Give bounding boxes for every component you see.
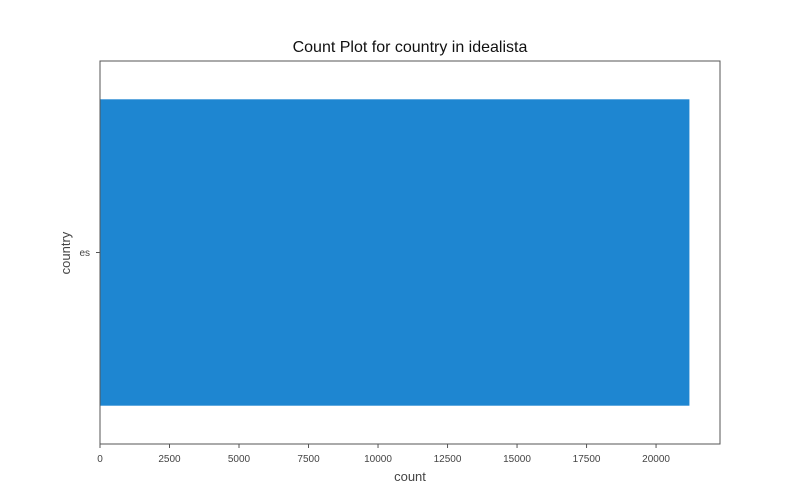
x-axis-label: count <box>394 469 426 484</box>
x-tick-label-20000: 20000 <box>642 454 670 465</box>
chart-title: Count Plot for country in idealista <box>293 39 528 56</box>
x-tick-label-12500: 12500 <box>434 454 462 465</box>
x-tick-label-17500: 17500 <box>573 454 601 465</box>
x-tick-label-5000: 5000 <box>228 454 251 465</box>
x-tick-label-10000: 10000 <box>364 454 392 465</box>
y-tick-label-es: es <box>79 248 90 259</box>
x-tick-label-2500: 2500 <box>158 454 181 465</box>
plot-area: es 0 2500 5000 7500 10000 12500 15000 17500 20000 <box>79 60 721 465</box>
x-tick-label-7500: 7500 <box>297 454 320 465</box>
x-tick-label-0: 0 <box>97 454 103 465</box>
y-axis-label: country <box>58 231 73 274</box>
x-tick-label-15000: 15000 <box>503 454 531 465</box>
bar-es <box>100 99 690 406</box>
plot-frame <box>99 60 721 445</box>
